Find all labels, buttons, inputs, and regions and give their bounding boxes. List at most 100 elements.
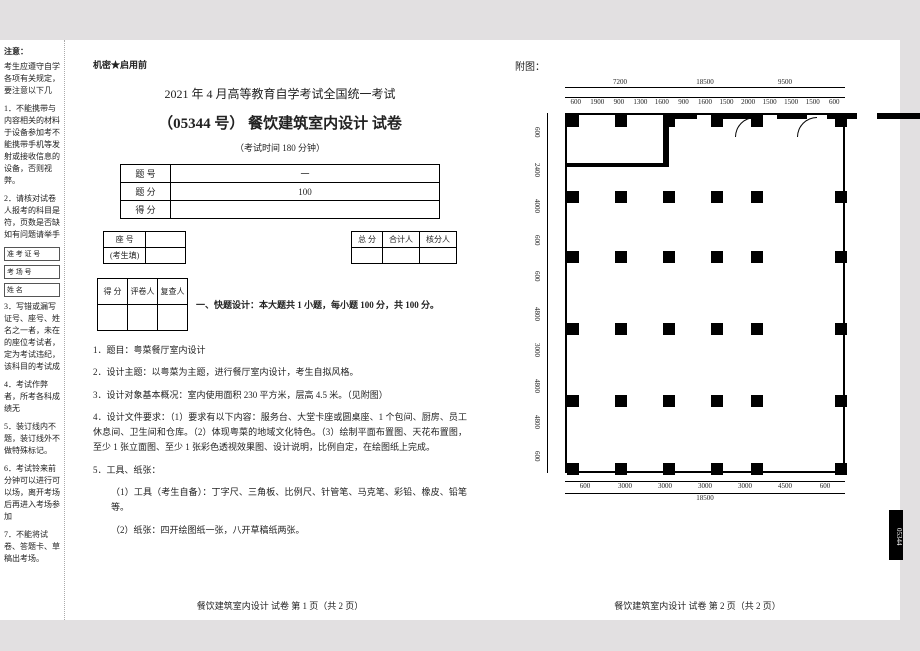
q1: 1．题目：粤菜餐厅室内设计 (93, 343, 467, 358)
dim-value: 3000 (658, 482, 672, 490)
score-r2c1: 题 分 (121, 183, 171, 201)
top-wall-segment (877, 113, 920, 119)
score-r3c2 (171, 201, 440, 219)
score-r2c2: 100 (171, 183, 440, 201)
column (567, 323, 579, 335)
column (567, 191, 579, 203)
plan-outer-wall (565, 113, 845, 473)
totals-b3 (420, 248, 457, 264)
floor-plan: 7200 18500 9500 600190090013001600900160… (535, 83, 865, 503)
seat-blank (146, 232, 186, 248)
q5b: （2）纸张：四开绘图纸一张，八开草稿纸两张。 (111, 523, 467, 538)
dim-value: 2000 (741, 98, 755, 106)
mark-b2 (128, 305, 158, 331)
column (835, 191, 847, 203)
column (751, 463, 763, 475)
name-field: 姓 名 (4, 283, 60, 297)
secret-label: 机密★启用前 (93, 58, 467, 71)
column (711, 251, 723, 263)
column (663, 323, 675, 335)
column (835, 323, 847, 335)
q2: 2．设计主题：以粤菜为主题，进行餐厅室内设计，考生自拟风格。 (93, 365, 467, 380)
totals-c2: 合计人 (383, 232, 420, 248)
dim-value: 4800 (533, 307, 541, 321)
dim-value: 600 (829, 98, 840, 106)
dim-left: 600240040006006004800300048004800600 (535, 113, 563, 473)
dim-top: 7200 18500 9500 600190090013001600900160… (565, 83, 845, 111)
mark-c1: 得 分 (98, 279, 128, 305)
column (615, 463, 627, 475)
dim-value: 600 (820, 482, 831, 490)
notice-p8: 7．不能将试卷、答题卡、草稿出考场。 (4, 529, 60, 565)
room-field: 考 场 号 (4, 265, 60, 279)
column (835, 115, 847, 127)
score-r3c1: 得 分 (121, 201, 171, 219)
dim-value: 4800 (533, 415, 541, 429)
column (835, 463, 847, 475)
dim-value: 600 (533, 451, 541, 462)
column (615, 323, 627, 335)
dim-value: 3000 (533, 343, 541, 357)
dim-bottom: 60030003000300030004500600 18500 (565, 475, 845, 503)
notice-p6: 5．装订线内不题，装订线外不做特殊标记。 (4, 421, 60, 457)
seat-l1: 座 号 (104, 232, 146, 248)
q4: 4．设计文件要求：（1）要求有以下内容：服务台、大堂卡座或圆桌座、1 个包间、厨… (93, 410, 467, 456)
mark-b1 (98, 305, 128, 331)
score-r1c2: 一 (171, 165, 440, 183)
dim-value: 1500 (720, 98, 734, 106)
door-icon (797, 117, 817, 137)
page-1: 机密★启用前 2021 年 4 月高等教育自学考试全国统一考试 （05344 号… (65, 40, 495, 620)
seat-table: 座 号 (考生填) (103, 231, 186, 264)
mark-c2: 评卷人 (128, 279, 158, 305)
interior-wall-2 (567, 163, 669, 167)
dim-value: 600 (580, 482, 591, 490)
mark-b3 (158, 305, 188, 331)
column (751, 323, 763, 335)
q5: 5．工具、纸张： (93, 463, 467, 478)
dim-value: 1300 (633, 98, 647, 106)
column (835, 395, 847, 407)
dim-value: 1500 (784, 98, 798, 106)
page1-footer: 餐饮建筑室内设计 试卷 第 1 页（共 2 页） (65, 599, 495, 612)
seat-blank2 (146, 248, 186, 264)
dim-value: 4500 (778, 482, 792, 490)
column (567, 251, 579, 263)
exam-id-field: 准 考 证 号 (4, 247, 60, 261)
column (711, 395, 723, 407)
column (663, 251, 675, 263)
dim-value: 900 (614, 98, 625, 106)
dim-value: 1600 (698, 98, 712, 106)
dim-value: 3000 (698, 482, 712, 490)
column (567, 115, 579, 127)
column (567, 463, 579, 475)
mark-c3: 复查人 (158, 279, 188, 305)
dim-value: 4800 (533, 379, 541, 393)
totals-b1 (352, 248, 383, 264)
dim-t-a: 7200 (613, 78, 627, 86)
dim-bottom-total: 18500 (696, 494, 714, 502)
column (615, 251, 627, 263)
q3: 3．设计对象基本概况：室内使用面积 230 平方米，层高 4.5 米。（见附图） (93, 388, 467, 403)
column (835, 251, 847, 263)
totals-b2 (383, 248, 420, 264)
totals-table: 总 分 合计人 核分人 (351, 231, 457, 264)
exam-title: 2021 年 4 月高等教育自学考试全国统一考试 (93, 85, 467, 102)
column (711, 191, 723, 203)
column (615, 115, 627, 127)
interior-wall-1 (663, 115, 669, 163)
notice-p3: 2．请核对试卷人报考的科目是符，页数是否缺如有问题请举手 (4, 193, 60, 241)
dim-value: 600 (533, 271, 541, 282)
column (751, 251, 763, 263)
score-table: 题 号一 题 分100 得 分 (120, 164, 440, 219)
dim-value: 1600 (655, 98, 669, 106)
dim-value: 3000 (618, 482, 632, 490)
column (751, 395, 763, 407)
column (615, 191, 627, 203)
dim-t-c: 9500 (778, 78, 792, 86)
column (663, 463, 675, 475)
notice-header: 注意： (4, 46, 60, 58)
page-2: 附图： 7200 18500 9500 60019009001300160090… (495, 40, 900, 620)
dim-value: 600 (533, 235, 541, 246)
notice-p7: 6．考试铃来前分钟可以进行可以场，离开考场后再进入考场参加 (4, 463, 60, 523)
column (751, 115, 763, 127)
